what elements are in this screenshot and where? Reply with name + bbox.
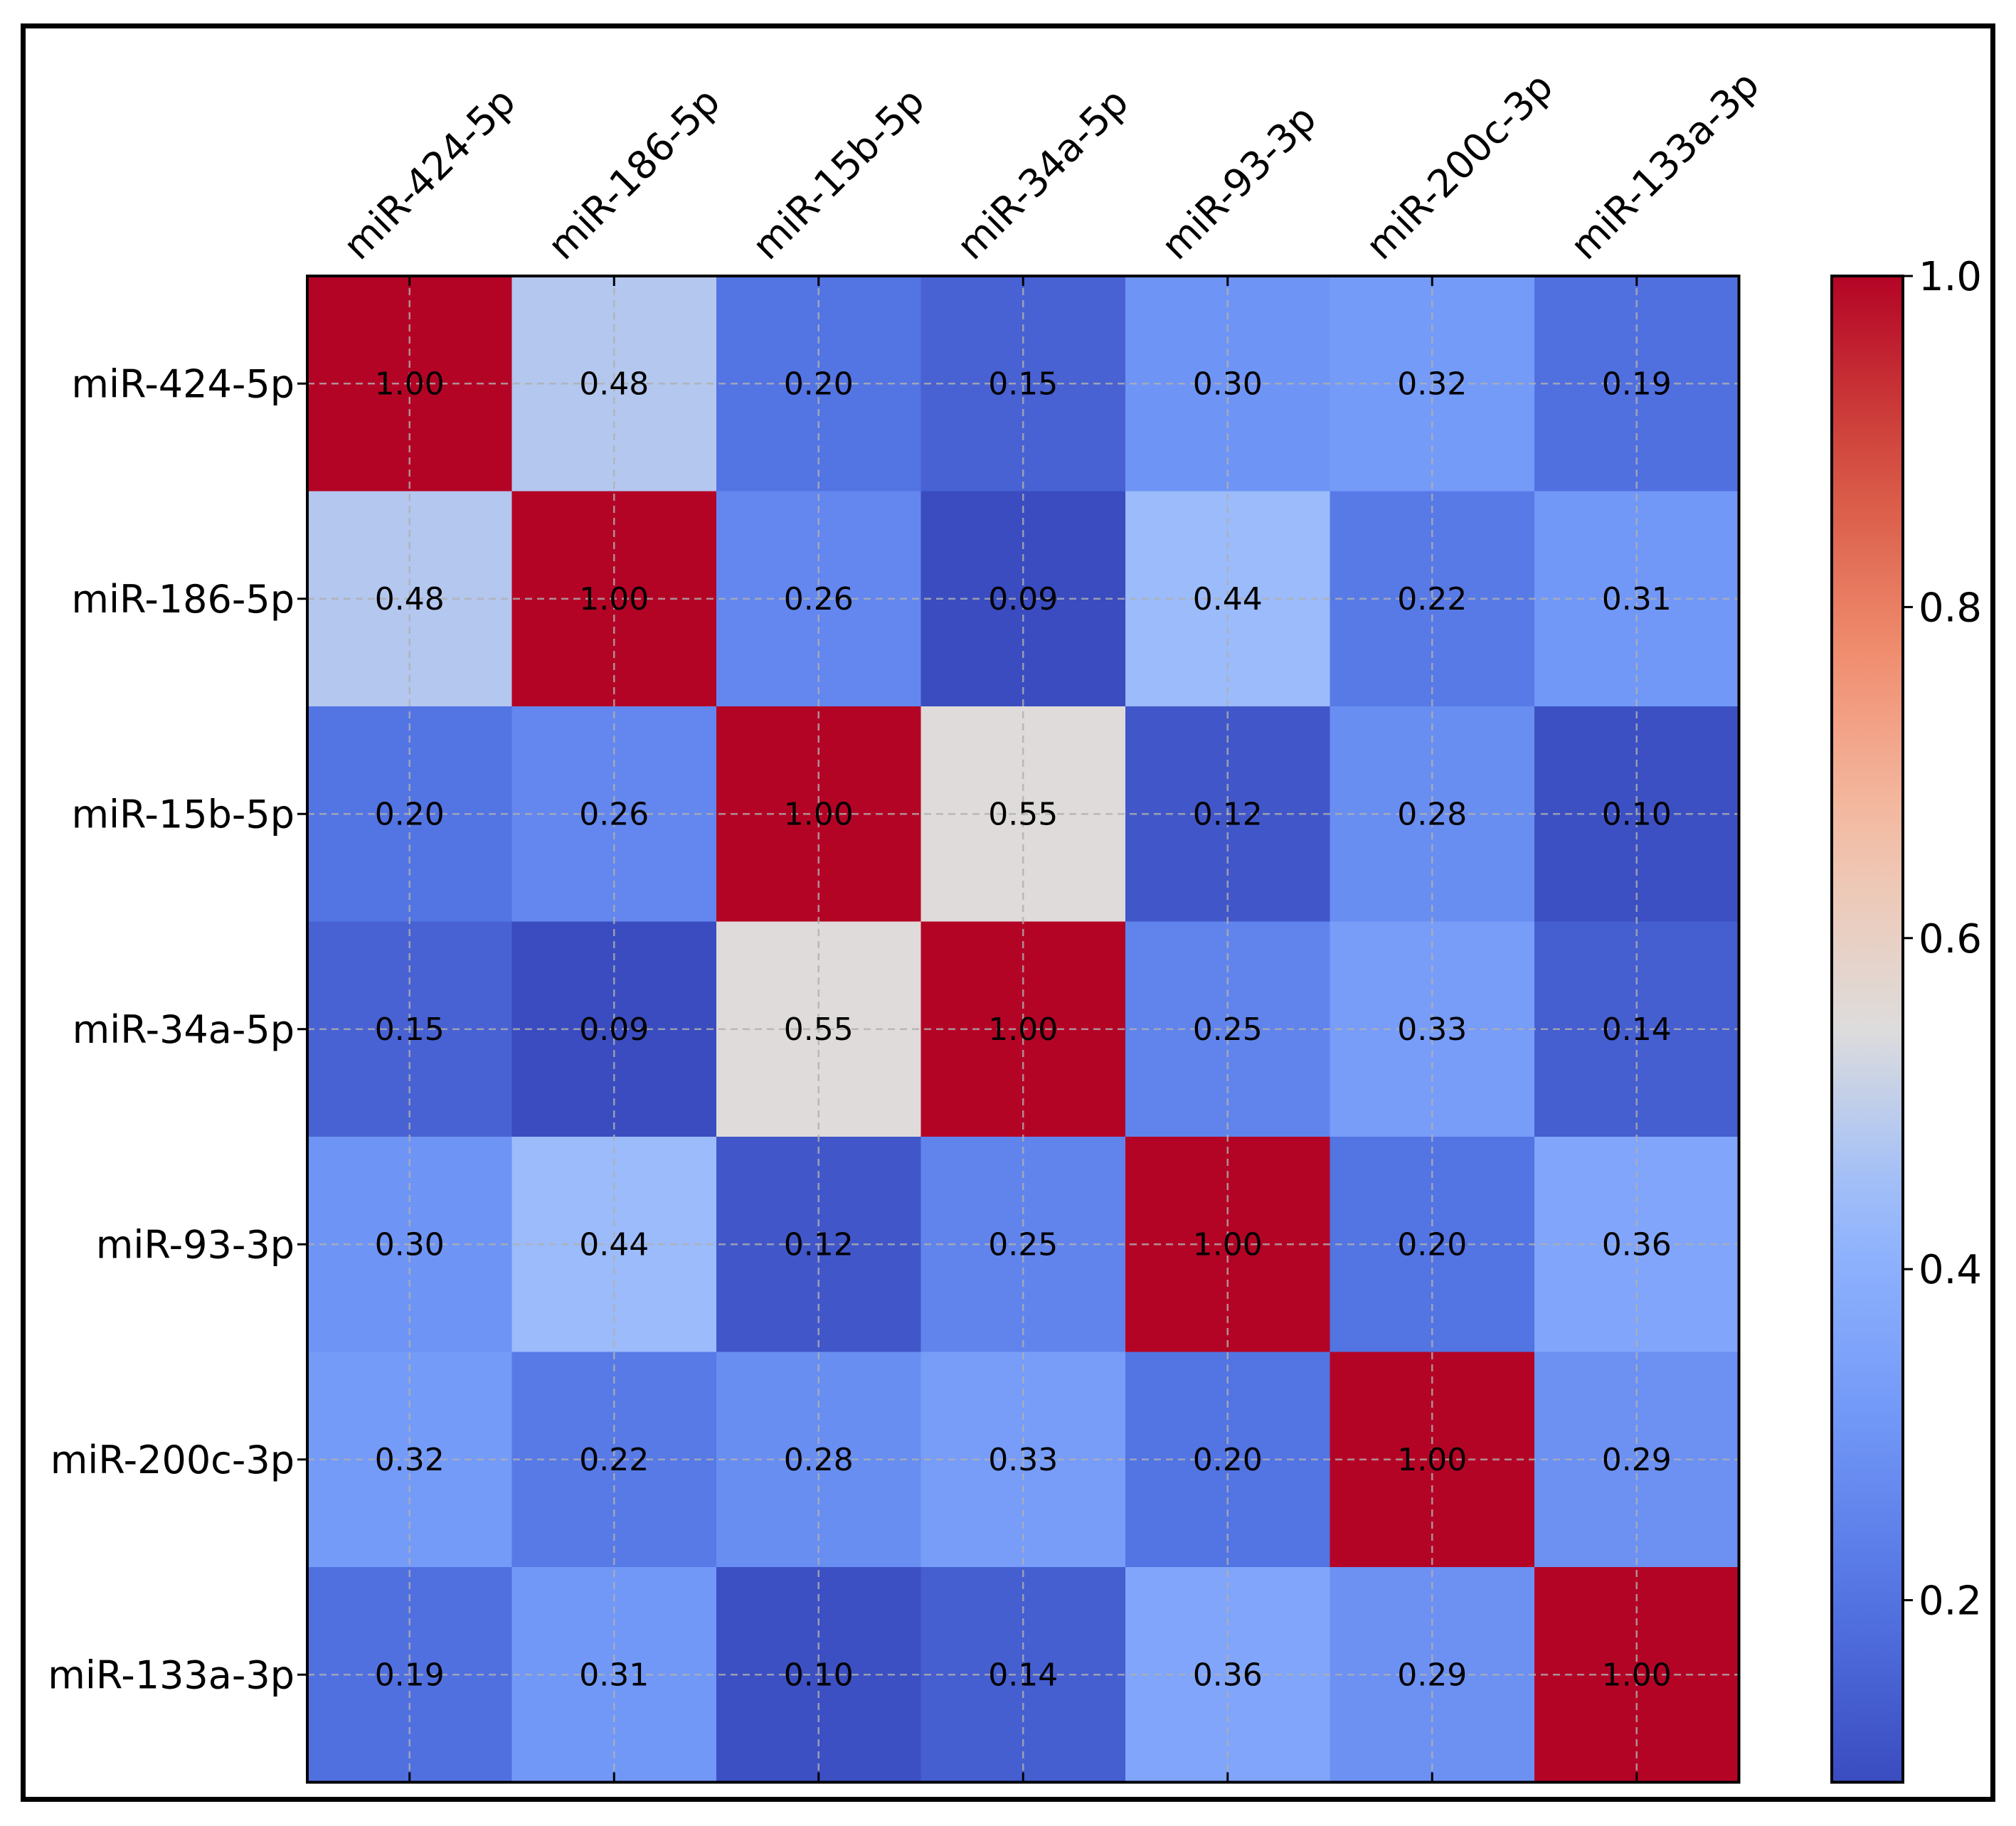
colorbar-frame	[1830, 275, 1904, 1784]
x-tick-label: miR-200c-3p	[1357, 64, 1561, 268]
cell-value-label: 1.00	[1193, 1226, 1263, 1263]
heatmap-grid	[307, 276, 1739, 1783]
x-tick-label: miR-424-5p	[334, 79, 524, 268]
cell-value-label: 0.36	[1602, 1226, 1672, 1263]
cell-value-label: 0.33	[1397, 1012, 1467, 1048]
cell-value-label: 0.55	[784, 1012, 854, 1048]
cell-value-label: 0.20	[1397, 1226, 1467, 1263]
cell-value-label: 0.28	[784, 1442, 854, 1478]
cell-value-label: 0.22	[1397, 581, 1467, 617]
cell-value-label: 0.19	[375, 1657, 445, 1693]
y-tick-label: miR-93-3p	[96, 1222, 295, 1267]
cell-value-label: 0.10	[1602, 796, 1672, 832]
x-tick-label: miR-133a-3p	[1561, 62, 1768, 268]
cell-value-label: 0.12	[784, 1226, 854, 1263]
cell-value-label: 0.28	[1397, 796, 1467, 832]
y-tick-label: miR-133a-3p	[48, 1652, 295, 1697]
cell-value-label: 0.36	[1193, 1657, 1263, 1693]
cell-value-label: 0.31	[1602, 581, 1672, 617]
cell-value-label: 0.09	[988, 581, 1058, 617]
cell-value-label: 0.44	[1193, 581, 1263, 617]
cell-value-label: 0.10	[784, 1657, 854, 1693]
y-tick-label: miR-34a-5p	[73, 1007, 295, 1052]
cell-value-label: 0.20	[784, 366, 854, 402]
cell-value-label: 0.33	[988, 1442, 1058, 1478]
cell-value-label: 0.12	[1193, 796, 1263, 832]
cell-value-label: 0.29	[1397, 1657, 1467, 1693]
cell-value-label: 0.26	[579, 796, 649, 832]
y-tick-label: miR-200c-3p	[51, 1438, 295, 1482]
cell-value-label: 0.29	[1602, 1442, 1672, 1478]
y-tick-label: miR-186-5p	[71, 577, 295, 622]
cell-value-label: 1.00	[1397, 1442, 1467, 1478]
colorbar-tick-label: 1.0	[1919, 254, 1982, 300]
y-axis-ticks: miR-424-5p miR-186-5p miR-15b-5p miR-34a-5p…	[48, 361, 307, 1697]
x-tick-label: miR-15b-5p	[743, 79, 933, 268]
cell-value-label: 0.32	[375, 1442, 445, 1478]
cell-value-label: 0.19	[1602, 366, 1672, 402]
colorbar-gradient	[1832, 276, 1903, 1783]
cell-value-label: 0.25	[1193, 1012, 1263, 1048]
colorbar: 0.2 0.4 0.6 0.8 1.0	[1830, 254, 1982, 1784]
cell-value-label: 1.00	[1602, 1657, 1672, 1693]
cell-value-label: 0.48	[375, 581, 445, 617]
cell-value-label: 1.00	[988, 1012, 1058, 1048]
cell-value-label: 1.00	[784, 796, 854, 832]
y-tick-label: miR-15b-5p	[71, 792, 295, 837]
cell-value-label: 0.09	[579, 1012, 649, 1048]
cell-value-label: 0.30	[1193, 366, 1263, 402]
x-tick-label: miR-34a-5p	[948, 80, 1137, 268]
y-tick-label: miR-424-5p	[71, 361, 295, 406]
cell-value-label: 0.22	[579, 1442, 649, 1478]
cell-value-label: 1.00	[375, 366, 445, 402]
colorbar-tick-label: 0.4	[1919, 1247, 1982, 1293]
cell-value-label: 0.55	[988, 796, 1058, 832]
cell-value-label: 0.31	[579, 1657, 649, 1693]
colorbar-tick-label: 0.8	[1919, 585, 1982, 631]
colorbar-tick-label: 0.2	[1919, 1578, 1982, 1625]
cell-value-label: 0.15	[988, 366, 1058, 402]
cell-value-label: 0.14	[988, 1657, 1058, 1693]
x-tick-label: miR-93-3p	[1152, 96, 1325, 268]
cell-value-label: 1.00	[579, 581, 649, 617]
cell-value-label: 0.30	[375, 1226, 445, 1263]
colorbar-tick-label: 0.6	[1919, 916, 1982, 962]
cell-value-label: 0.48	[579, 366, 649, 402]
cell-value-label: 0.14	[1602, 1012, 1672, 1048]
cell-value-label: 0.20	[375, 796, 445, 832]
cell-value-label: 0.44	[579, 1226, 649, 1263]
heatmap-value-labels: 1.00 0.48 0.20 0.15 0.30 0.32 0.19 0.48 1.00 0.26…	[375, 366, 1672, 1693]
cell-value-label: 0.32	[1397, 366, 1467, 402]
cell-value-label: 0.26	[784, 581, 854, 617]
cell-value-label: 0.15	[375, 1012, 445, 1048]
cell-value-label: 0.20	[1193, 1442, 1263, 1478]
x-tick-label: miR-186-5p	[539, 79, 728, 268]
cell-value-label: 0.25	[988, 1226, 1058, 1263]
